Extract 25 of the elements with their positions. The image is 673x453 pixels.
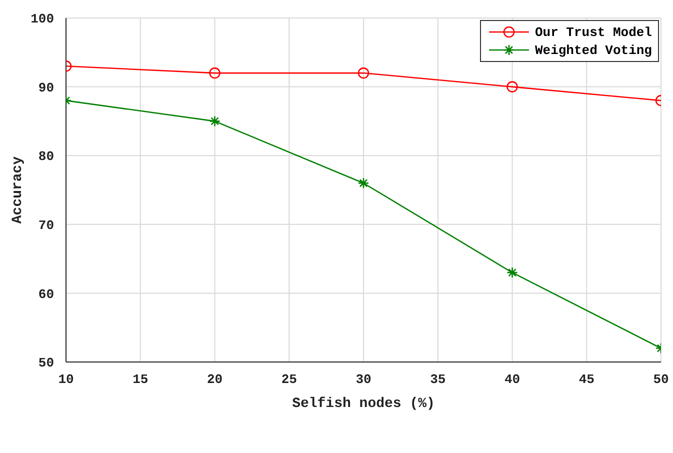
y-tick-label: 90 — [38, 80, 54, 96]
x-tick-label: 45 — [578, 372, 595, 388]
x-tick-label: 35 — [430, 372, 446, 388]
point — [209, 67, 220, 79]
x-tick-label: 25 — [281, 372, 298, 388]
y-tick-label: 80 — [38, 149, 54, 164]
x-tick-label: 30 — [356, 372, 372, 388]
legend-label: Our Trust Model — [534, 24, 652, 40]
legend-label: Weighted Voting — [534, 42, 652, 58]
point — [506, 81, 518, 92]
point — [506, 266, 518, 278]
x-tick-label: 15 — [132, 372, 148, 388]
y-tick-label: 100 — [30, 12, 54, 27]
y-axis-title: Accuracy — [10, 156, 26, 224]
x-tick-label: 40 — [504, 372, 520, 388]
y-tick-label: 50 — [38, 356, 54, 371]
point — [358, 67, 370, 79]
x-tick-label: 10 — [58, 372, 74, 388]
point — [358, 177, 370, 189]
x-tick-label: 20 — [206, 372, 223, 388]
y-tick-label: 70 — [38, 218, 54, 234]
y-tick-label: 60 — [38, 286, 54, 302]
x-tick-label: 50 — [653, 372, 669, 388]
point — [209, 116, 220, 127]
x-axis-title: Selfish nodes (%) — [292, 396, 435, 412]
